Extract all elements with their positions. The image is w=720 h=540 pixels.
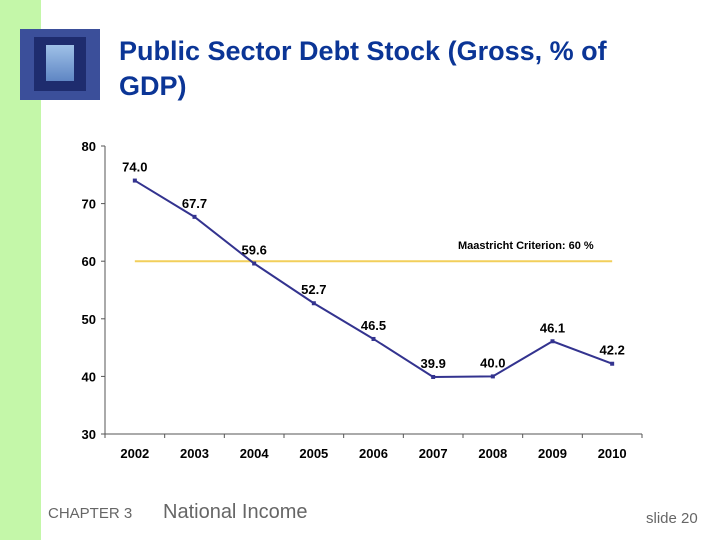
data-point — [132, 178, 137, 183]
x-tick-label: 2008 — [478, 446, 507, 461]
y-tick-label: 80 — [82, 139, 96, 154]
y-tick-label: 60 — [82, 254, 96, 269]
data-label: 74.0 — [122, 160, 147, 175]
data-point — [610, 361, 615, 366]
footer-topic: National Income — [163, 501, 308, 523]
x-tick-label: 2010 — [598, 446, 627, 461]
slide-number: slide 20 — [646, 510, 698, 527]
x-tick-label: 2006 — [359, 446, 388, 461]
reference-line-label: Maastricht Criterion: 60 % — [458, 240, 594, 252]
y-tick-label: 70 — [82, 197, 96, 212]
slide-title: Public Sector Debt Stock (Gross, % of GD… — [119, 36, 607, 101]
data-label: 39.9 — [421, 356, 446, 371]
data-label: 67.7 — [182, 196, 207, 211]
data-point — [371, 336, 376, 341]
x-tick-label: 2005 — [299, 446, 328, 461]
data-point — [550, 339, 555, 344]
data-point — [431, 374, 436, 379]
data-label: 46.1 — [540, 320, 565, 335]
data-point — [192, 214, 197, 219]
data-label: 42.2 — [600, 343, 625, 358]
data-point — [311, 301, 316, 306]
data-label: 40.0 — [480, 355, 505, 370]
y-tick-label: 30 — [82, 427, 96, 442]
y-tick-label: 50 — [82, 312, 96, 327]
data-label: 59.6 — [242, 243, 267, 258]
x-tick-label: 2009 — [538, 446, 567, 461]
x-tick-label: 2004 — [240, 446, 270, 461]
data-point — [490, 374, 495, 379]
logo-image — [20, 29, 100, 100]
x-tick-label: 2002 — [120, 446, 149, 461]
x-tick-label: 2007 — [419, 446, 448, 461]
data-point — [252, 261, 257, 266]
y-tick-label: 40 — [82, 369, 96, 384]
data-label: 46.5 — [361, 318, 386, 333]
x-tick-label: 2003 — [180, 446, 209, 461]
data-label: 52.7 — [301, 282, 326, 297]
footer-chapter: CHAPTER 3 — [48, 505, 133, 522]
